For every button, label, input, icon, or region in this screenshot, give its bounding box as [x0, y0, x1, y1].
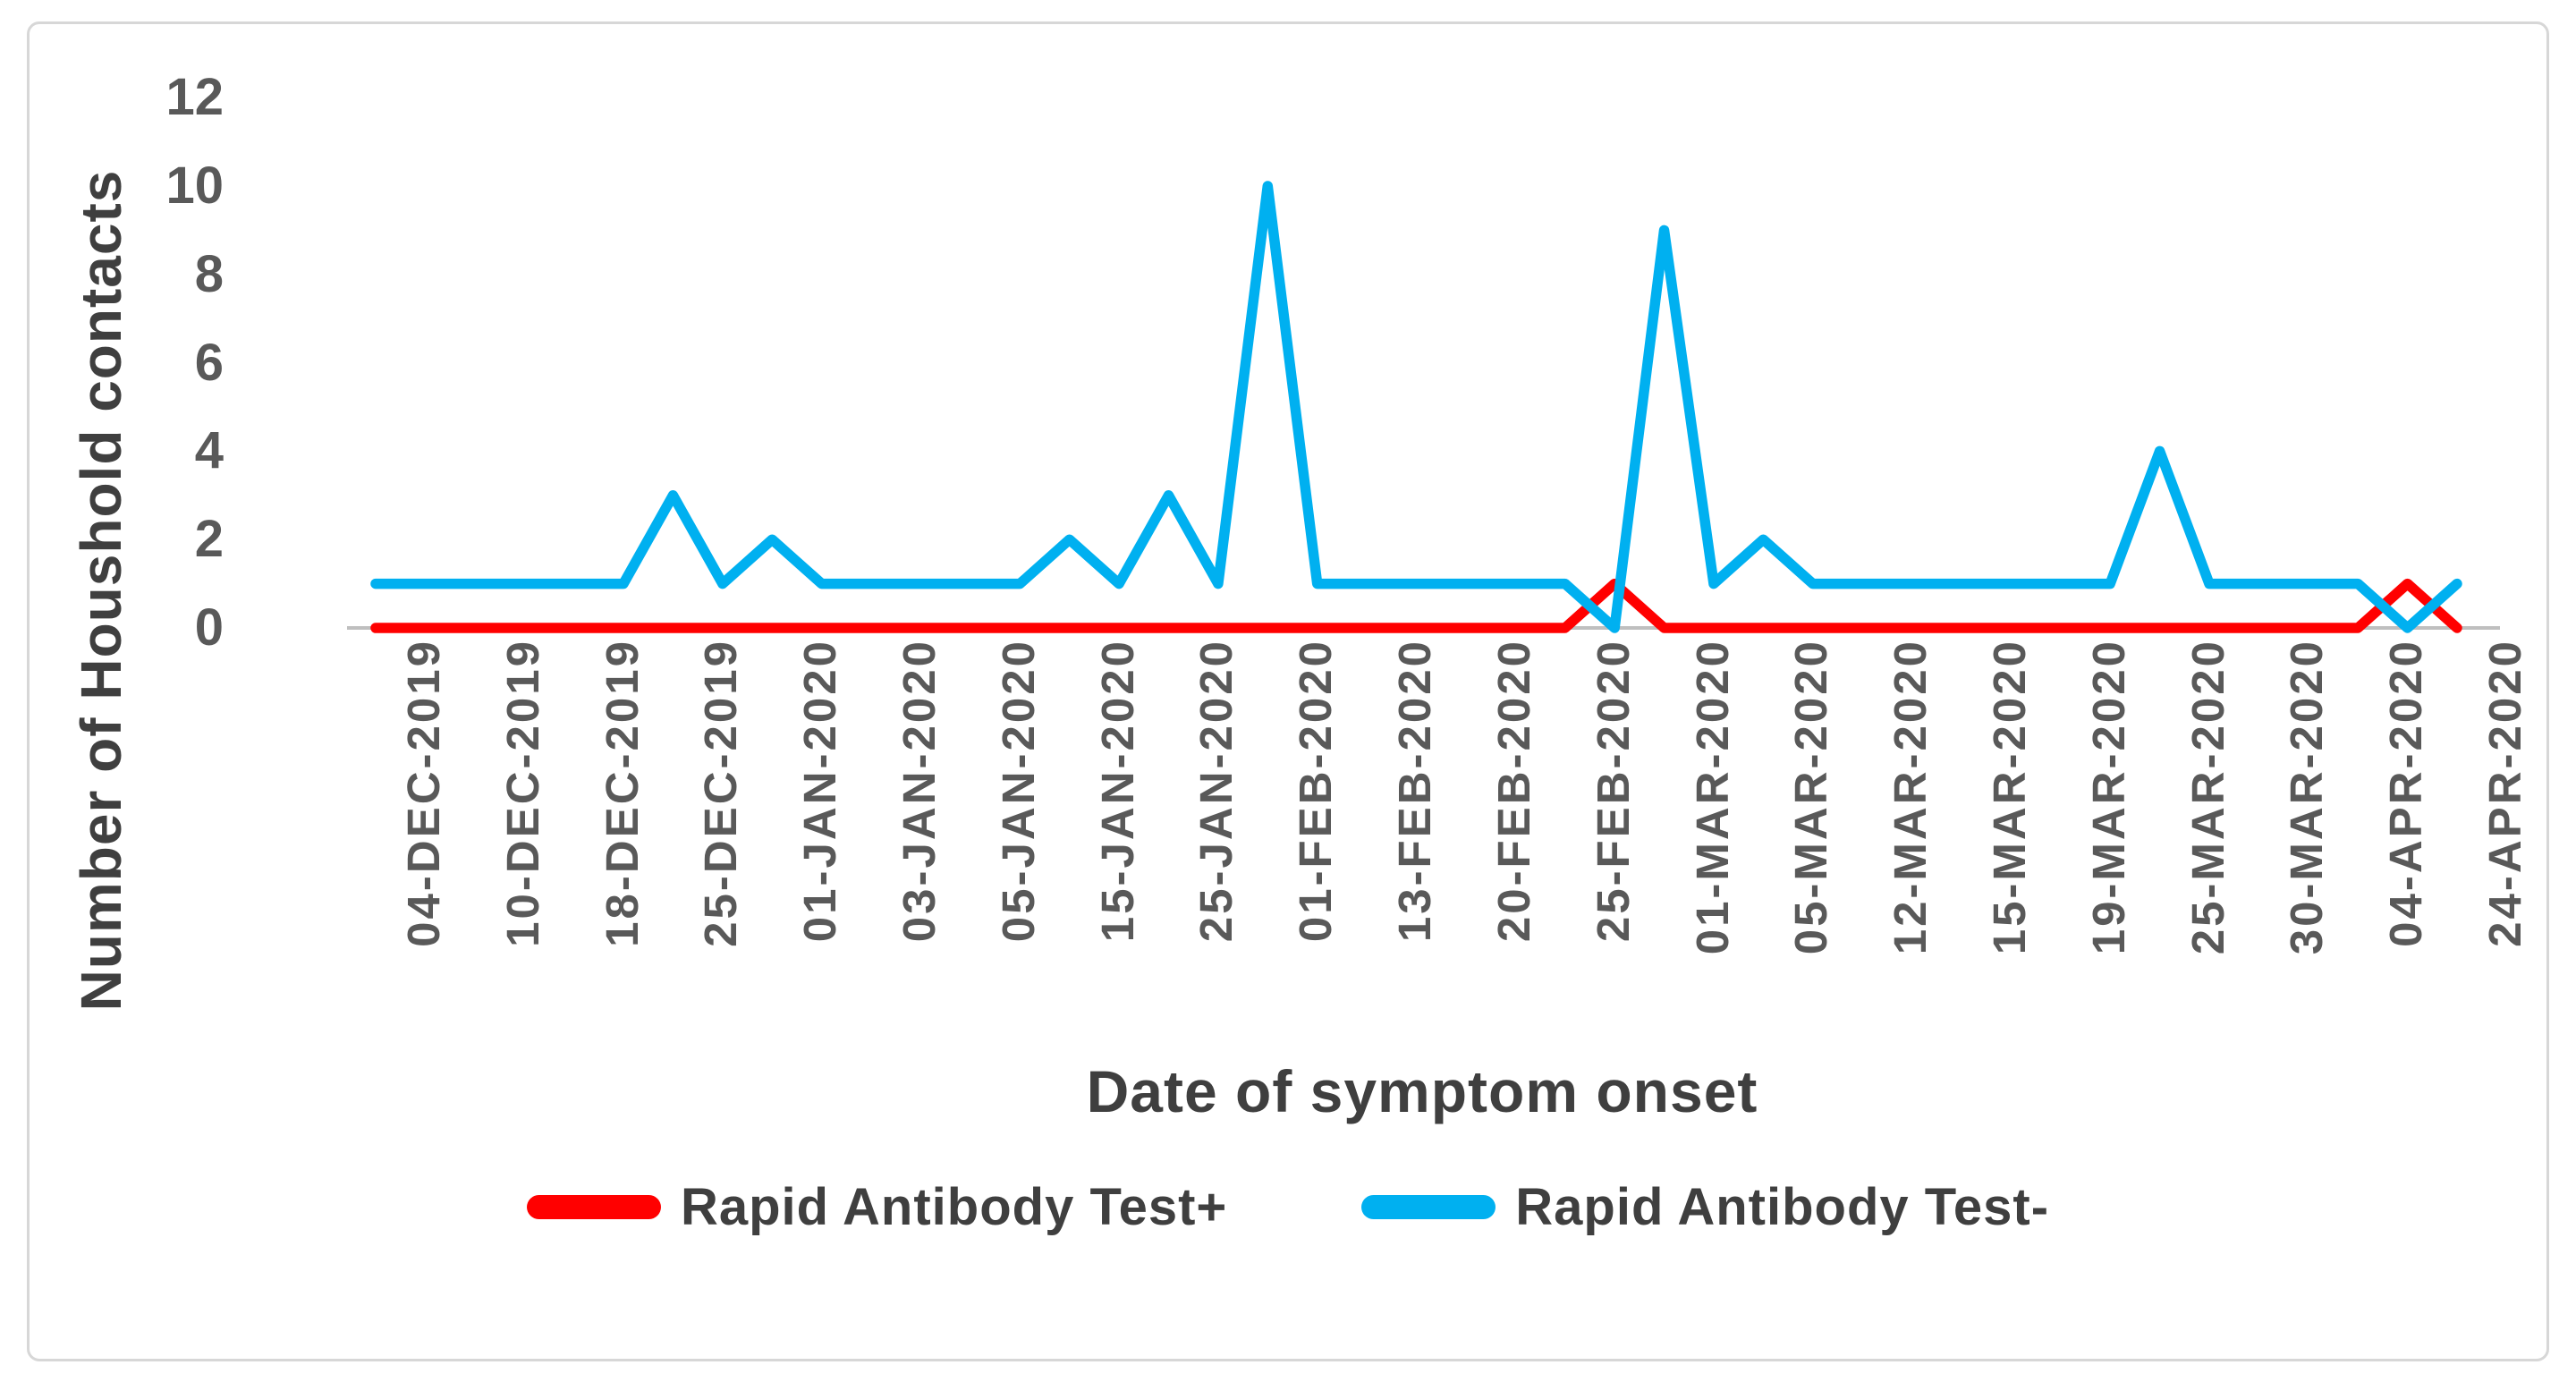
y-tick-label-0: 0: [194, 598, 224, 657]
x-tick-label-05-JAN-2020: 05-JAN-2020: [992, 639, 1044, 943]
x-tick-label-30-MAR-2020: 30-MAR-2020: [2281, 639, 2333, 955]
y-axis-title: Number of Houshold contacts: [69, 169, 133, 1012]
x-axis-title: Date of symptom onset: [1086, 1058, 1758, 1124]
x-tick-label-01-MAR-2020: 01-MAR-2020: [1686, 639, 1738, 955]
x-tick-label-01-JAN-2020: 01-JAN-2020: [794, 639, 846, 943]
x-tick-label-12-MAR-2020: 12-MAR-2020: [1885, 639, 1936, 955]
y-tick-label-4: 4: [194, 421, 224, 480]
x-tick-label-03-JAN-2020: 03-JAN-2020: [894, 639, 945, 943]
x-tick-label-19-MAR-2020: 19-MAR-2020: [2082, 639, 2134, 955]
y-tick-label-12: 12: [165, 68, 224, 127]
x-tick-label-04-DEC-2019: 04-DEC-2019: [398, 639, 449, 947]
x-tick-label-18-DEC-2019: 18-DEC-2019: [596, 639, 648, 947]
x-tick-label-25-FEB-2020: 25-FEB-2020: [1587, 639, 1639, 943]
x-tick-label-05-MAR-2020: 05-MAR-2020: [1785, 639, 1837, 955]
x-tick-label-01-FEB-2020: 01-FEB-2020: [1290, 639, 1342, 943]
x-tick-label-04-APR-2020: 04-APR-2020: [2380, 639, 2432, 947]
y-tick-label-2: 2: [194, 510, 224, 569]
legend-item-test-negative: Rapid Antibody Test-: [1361, 1177, 2049, 1237]
y-tick-label-10: 10: [165, 157, 224, 215]
series-line-test-negative: [370, 181, 2462, 633]
legend-swatch-blue: [1361, 1195, 1496, 1219]
x-tick-label-24-APR-2020: 24-APR-2020: [2479, 639, 2530, 947]
x-tick-label-15-MAR-2020: 15-MAR-2020: [1983, 639, 2035, 955]
x-tick-label-25-MAR-2020: 25-MAR-2020: [2182, 639, 2233, 955]
legend-item-test-positive: Rapid Antibody Test+: [526, 1177, 1228, 1237]
x-tick-label-20-FEB-2020: 20-FEB-2020: [1487, 639, 1539, 943]
y-tick-label-8: 8: [194, 244, 224, 303]
legend-label-test-positive: Rapid Antibody Test+: [680, 1178, 1228, 1236]
x-tick-label-25-JAN-2020: 25-JAN-2020: [1191, 639, 1242, 943]
legend-label-test-negative: Rapid Antibody Test-: [1515, 1178, 2050, 1236]
x-tick-label-13-FEB-2020: 13-FEB-2020: [1389, 639, 1441, 943]
x-tick-label-15-JAN-2020: 15-JAN-2020: [1091, 639, 1143, 943]
x-tick-label-25-DEC-2019: 25-DEC-2019: [695, 639, 747, 947]
y-tick-label-6: 6: [194, 333, 224, 392]
x-tick-label-10-DEC-2019: 10-DEC-2019: [496, 639, 548, 947]
legend: Rapid Antibody Test+ Rapid Antibody Test…: [0, 1177, 2576, 1237]
legend-swatch-red: [526, 1195, 661, 1219]
series-line-test-positive: [370, 578, 2462, 633]
